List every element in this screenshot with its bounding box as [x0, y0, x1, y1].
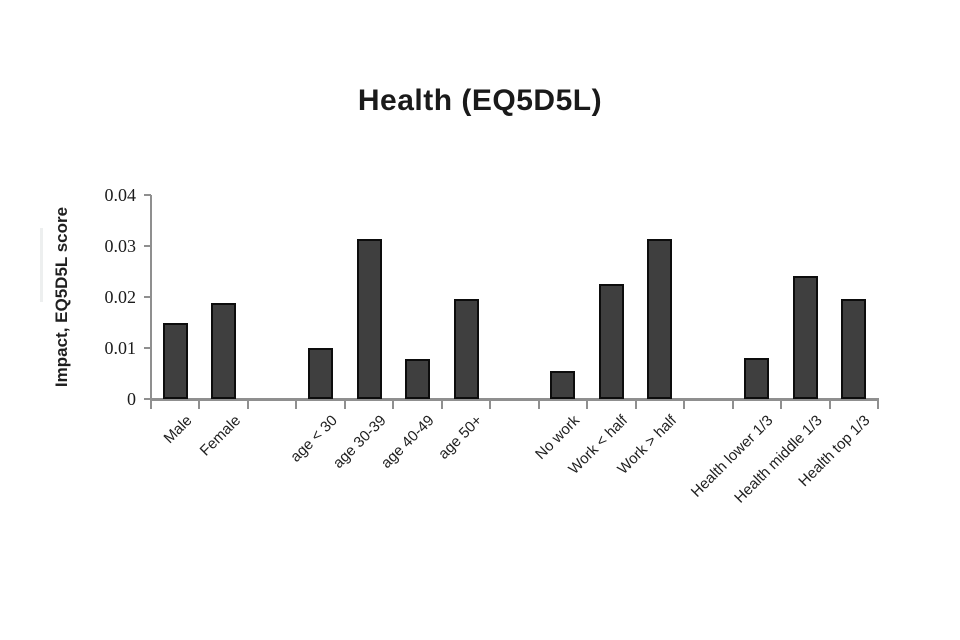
y-axis-tick — [144, 244, 151, 247]
x-axis-tick — [392, 398, 395, 409]
x-category-label: Health middle 1/3 — [730, 412, 826, 507]
y-axis-tick — [144, 346, 151, 349]
chart-title: Health (EQ5D5L) — [357, 84, 603, 117]
bar — [647, 238, 672, 399]
bar — [163, 323, 188, 399]
x-axis-tick — [343, 398, 346, 409]
x-axis-tick — [731, 398, 734, 409]
x-axis-tick — [198, 398, 201, 409]
bar — [550, 371, 575, 399]
y-tick-label: 0.02 — [104, 286, 137, 307]
x-axis-tick — [489, 398, 492, 409]
x-axis-tick — [683, 398, 686, 409]
y-axis-tick — [144, 194, 151, 196]
y-axis-title: Impact, EQ5D5L score — [52, 206, 71, 388]
x-axis-tick — [586, 398, 589, 409]
bar — [793, 275, 818, 399]
bar — [744, 358, 769, 399]
x-category-label: Male — [160, 412, 196, 448]
y-axis — [150, 195, 152, 402]
x-category-label: Health lower 1/3 — [688, 412, 777, 501]
x-axis — [150, 398, 878, 401]
bar — [357, 238, 382, 399]
x-axis-tick — [295, 398, 298, 409]
x-axis-tick — [634, 398, 637, 409]
x-axis-tick — [537, 398, 540, 409]
x-category-label: Female — [196, 412, 244, 460]
x-axis-tick — [246, 398, 249, 409]
y-axis-tick — [144, 397, 151, 400]
bar — [405, 359, 430, 399]
bar — [454, 298, 479, 399]
y-tick-label: 0.04 — [104, 185, 137, 205]
bar — [308, 348, 333, 399]
x-axis-tick — [440, 398, 443, 409]
y-tick-label: 0.03 — [104, 235, 137, 256]
faint-vertical-artifact — [40, 228, 43, 302]
bar — [211, 303, 236, 399]
y-tick-label: 0.01 — [104, 337, 137, 358]
bar — [599, 284, 624, 399]
x-category-label: age 50+ — [435, 412, 487, 463]
y-axis-tick — [144, 295, 151, 298]
y-tick-label: 0 — [127, 388, 136, 409]
x-axis-tick — [828, 398, 831, 409]
x-axis-tick — [780, 398, 783, 409]
x-axis-tick — [877, 398, 879, 409]
x-axis-tick — [150, 398, 152, 409]
bar — [841, 299, 866, 399]
